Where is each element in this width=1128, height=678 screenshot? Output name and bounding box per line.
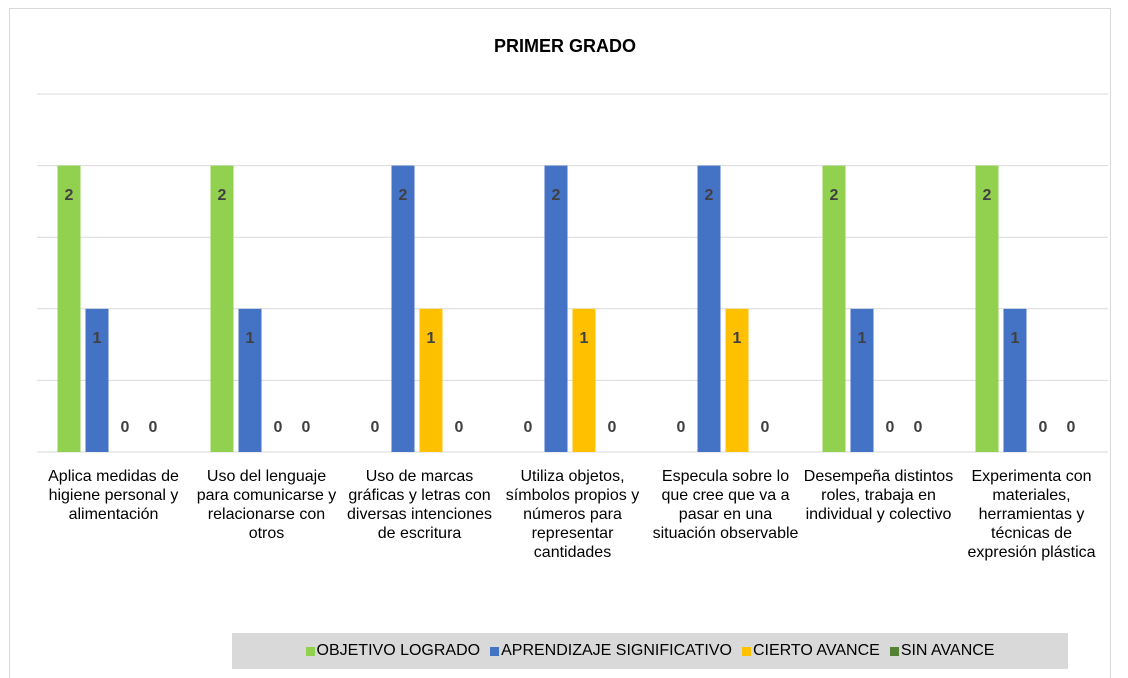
legend-swatch [741, 646, 751, 656]
bar [210, 165, 234, 452]
x-tick-label: Experimenta con materiales, herramientas… [967, 468, 1096, 561]
data-label: 0 [524, 419, 533, 436]
data-label: 2 [983, 187, 992, 204]
legend-swatch [305, 646, 315, 656]
bar [725, 308, 749, 452]
legend-item: CIERTO AVANCE [741, 642, 880, 660]
bar [238, 308, 262, 452]
x-tick-label: Especula sobre lo que cree que va a pasa… [652, 468, 799, 542]
data-label: 0 [608, 419, 617, 436]
x-tick-label: Uso del lenguaje para comunicarse y rela… [196, 468, 337, 542]
data-label: 0 [302, 419, 311, 436]
bar [544, 165, 568, 452]
legend-label: SIN AVANCE [900, 642, 995, 659]
legend-label: OBJETIVO LOGRADO [316, 642, 481, 659]
legend: OBJETIVO LOGRADO APRENDIZAJE SIGNIFICATIV… [232, 633, 1068, 669]
bar [850, 308, 874, 452]
data-label: 1 [93, 330, 102, 347]
data-label: 0 [455, 419, 464, 436]
bar [57, 165, 81, 452]
x-tick-label: Uso de marcas gráficas y letras con dive… [347, 468, 492, 542]
x-tick-label: Utiliza objetos, símbolos propios y núme… [505, 468, 640, 561]
data-label: 0 [1067, 419, 1076, 436]
bar [85, 308, 109, 452]
data-label: 2 [552, 187, 561, 204]
data-label: 0 [274, 419, 283, 436]
x-tick-label: Aplica medidas de higiene personal y ali… [48, 468, 179, 523]
data-label: 0 [149, 419, 158, 436]
data-label: 2 [399, 187, 408, 204]
data-label: 1 [858, 330, 867, 347]
legend-item: SIN AVANCE [889, 642, 995, 660]
data-label: 1 [1011, 330, 1020, 347]
data-label: 1 [733, 330, 742, 347]
legend-item: OBJETIVO LOGRADO [305, 642, 481, 660]
bar [1003, 308, 1027, 452]
legend-item: APRENDIZAJE SIGNIFICATIVO [490, 642, 732, 660]
legend-swatch [490, 646, 500, 656]
data-label: 2 [830, 187, 839, 204]
data-label: 0 [121, 419, 130, 436]
legend-label: CIERTO AVANCE [752, 642, 880, 659]
bar [419, 308, 443, 452]
data-label: 0 [914, 419, 923, 436]
bar [697, 165, 721, 452]
data-label: 1 [246, 330, 255, 347]
data-label: 0 [761, 419, 770, 436]
data-label: 0 [886, 419, 895, 436]
bar [391, 165, 415, 452]
legend-label: APRENDIZAJE SIGNIFICATIVO [501, 642, 732, 659]
x-tick-label: Desempeña distintos roles, trabaja en in… [803, 468, 954, 523]
data-label: 1 [427, 330, 436, 347]
chart-title: PRIMER GRADO [494, 36, 636, 56]
data-label: 0 [1039, 419, 1048, 436]
data-label: 2 [65, 187, 74, 204]
data-label: 1 [580, 330, 589, 347]
data-label: 0 [371, 419, 380, 436]
data-label: 2 [705, 187, 714, 204]
bar [975, 165, 999, 452]
data-label: 2 [218, 187, 227, 204]
bar [572, 308, 596, 452]
data-label: 0 [677, 419, 686, 436]
bar [822, 165, 846, 452]
legend-swatch [889, 646, 899, 656]
